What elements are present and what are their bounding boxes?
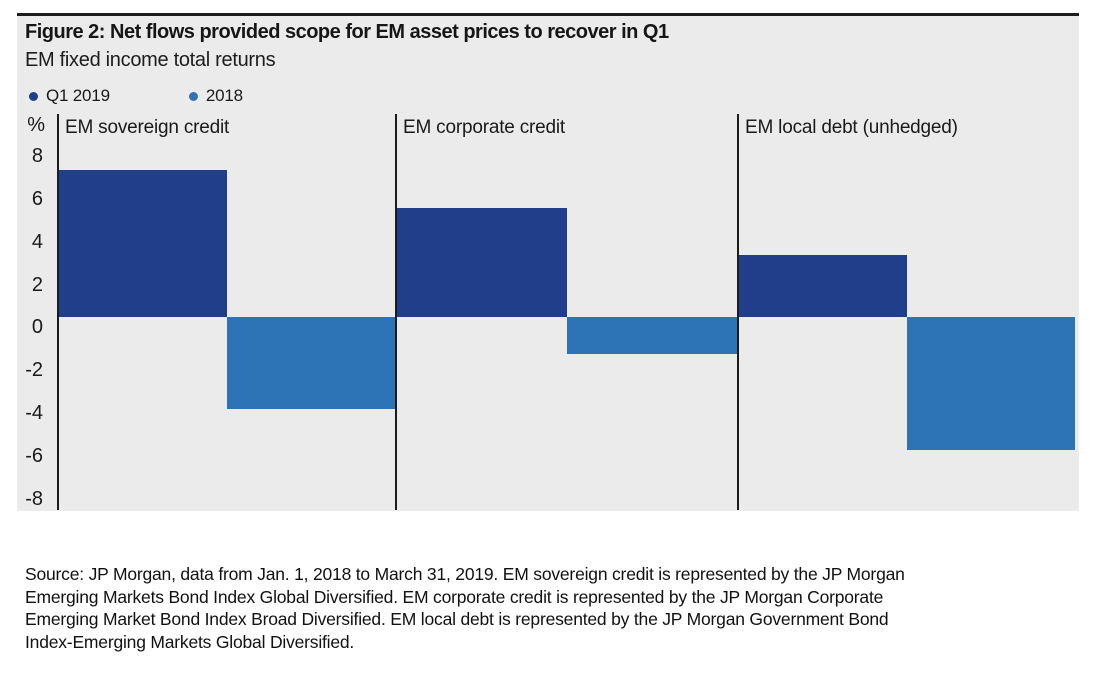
bar-q1-2019-em-corporate-credit xyxy=(397,208,567,318)
bar-2018-em-local-debt-unhedged xyxy=(907,317,1075,451)
y-axis-unit-label: % xyxy=(27,114,45,136)
y-tick-label: 8 xyxy=(31,145,43,168)
legend-item-2018: 2018 xyxy=(188,86,243,106)
bar-q1-2019-em-local-debt-unhedged xyxy=(739,255,907,318)
panel-label-em-corporate-credit: EM corporate credit xyxy=(403,117,565,138)
panel-label-em-local-debt-unhedged: EM local debt (unhedged) xyxy=(745,117,958,138)
legend-label: Q1 2019 xyxy=(46,86,110,105)
y-axis-line xyxy=(57,114,59,510)
y-tick-label: 4 xyxy=(31,230,43,253)
bar-2018-em-sovereign-credit xyxy=(227,317,395,410)
y-tick-label: -6 xyxy=(25,444,43,467)
legend-label: 2018 xyxy=(205,86,243,105)
legend-dot-icon xyxy=(29,91,38,101)
y-tick-label: -8 xyxy=(25,487,43,510)
y-tick-label: 0 xyxy=(31,316,43,339)
bar-2018-em-corporate-credit xyxy=(567,317,737,354)
y-tick-label: -4 xyxy=(25,402,43,424)
legend: Q1 2019 2018 xyxy=(29,85,243,107)
legend-item-q1-2019: Q1 2019 xyxy=(29,86,110,106)
source-note: Source: JP Morgan, data from Jan. 1, 201… xyxy=(25,563,905,653)
y-tick-label: 2 xyxy=(31,273,43,296)
legend-dot-icon xyxy=(188,91,198,101)
source-line: Source: JP Morgan, data from Jan. 1, 201… xyxy=(25,564,905,584)
source-line: Emerging Market Bond Index Broad Diversi… xyxy=(25,609,889,629)
figure-title: Figure 2: Net flows provided scope for E… xyxy=(25,21,669,43)
bar-q1-2019-em-sovereign-credit xyxy=(59,169,227,318)
y-tick-label: -2 xyxy=(25,359,43,382)
panel-divider xyxy=(737,114,739,510)
figure-subtitle: EM fixed income total returns xyxy=(25,49,276,71)
y-tick-label: 6 xyxy=(31,187,43,210)
source-line: Index-Emerging Markets Global Diversifie… xyxy=(25,631,355,652)
panel-divider xyxy=(395,114,397,510)
plot-area: % 8 6 4 2 0 -2 -4 -6 -8 EM sovereign credit EM corp… xyxy=(17,114,1079,510)
panel-label-em-sovereign-credit: EM sovereign credit xyxy=(65,117,230,138)
figure-card: Figure 2: Net flows provided scope for E… xyxy=(17,13,1079,511)
source-line: Emerging Markets Bond Index Global Diver… xyxy=(25,586,884,607)
